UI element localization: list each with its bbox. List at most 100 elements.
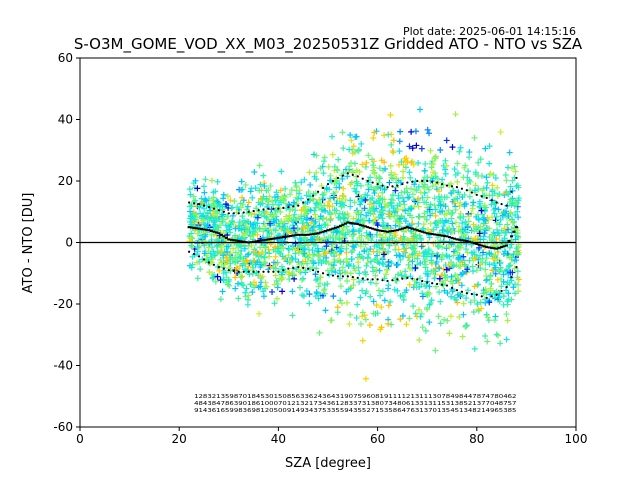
data-point [515, 197, 522, 204]
data-point [220, 277, 227, 284]
lower-spread-dot [510, 275, 513, 279]
upper-spread-dot [411, 180, 414, 183]
data-point [513, 248, 520, 255]
data-point [474, 282, 481, 289]
data-point [373, 219, 380, 226]
lower-spread-dot [282, 269, 285, 272]
data-point [257, 181, 264, 188]
data-point [480, 214, 487, 221]
data-point [457, 263, 464, 270]
data-point [343, 288, 350, 295]
data-point [454, 195, 461, 202]
data-point [454, 178, 461, 185]
data-point [238, 243, 245, 250]
data-point [364, 192, 371, 199]
data-point [399, 194, 406, 201]
data-point [337, 275, 344, 282]
data-point [450, 252, 457, 259]
data-point [302, 235, 309, 242]
data-point [489, 267, 496, 274]
data-point [468, 249, 475, 256]
data-point [486, 250, 493, 257]
data-point [317, 274, 324, 281]
data-point [318, 182, 325, 189]
lower-spread-dot [500, 289, 503, 293]
lower-spread-dot [361, 277, 364, 280]
data-point [426, 206, 433, 213]
data-point [367, 231, 374, 238]
data-point [363, 159, 370, 166]
data-point [232, 274, 239, 281]
data-point [402, 249, 409, 256]
data-point [208, 177, 215, 184]
data-point [250, 228, 257, 235]
data-point [281, 218, 288, 225]
data-point [352, 267, 359, 274]
data-point [345, 213, 352, 220]
data-point [292, 255, 299, 262]
data-point [491, 210, 498, 217]
data-point [187, 235, 194, 242]
data-point [257, 201, 264, 208]
lower-spread-dot [436, 282, 439, 286]
data-point [222, 269, 229, 276]
lower-spread-dot [237, 270, 240, 273]
data-point [263, 209, 270, 216]
upper-spread-dot [366, 179, 369, 183]
data-point [346, 146, 353, 153]
data-point [219, 248, 226, 255]
data-point [492, 205, 499, 212]
lower-spread-dot [277, 270, 280, 273]
data-point [381, 186, 388, 193]
data-point [204, 223, 211, 230]
data-point [400, 233, 407, 240]
data-point [359, 161, 366, 168]
data-point [340, 215, 347, 222]
upper-spread-dot [247, 210, 250, 213]
upper-spread-dot [495, 201, 498, 204]
data-point [407, 174, 414, 181]
data-point [325, 163, 332, 170]
data-point [406, 265, 413, 272]
data-point [386, 208, 393, 215]
data-point [277, 187, 284, 194]
data-point [420, 253, 427, 260]
lower-spread-dot [312, 269, 315, 272]
data-point [202, 196, 209, 203]
data-point [396, 148, 403, 155]
data-point [372, 272, 379, 279]
data-point [285, 252, 292, 259]
data-point [402, 164, 409, 171]
data-point [375, 214, 382, 221]
data-point [197, 266, 204, 273]
data-point [367, 258, 374, 265]
data-point [220, 238, 227, 245]
data-point [301, 176, 308, 183]
data-point [336, 230, 343, 237]
data-point [199, 236, 206, 243]
data-point [352, 188, 359, 195]
lower-spread-dot [470, 292, 473, 296]
data-point [416, 275, 423, 282]
data-point [358, 232, 365, 239]
data-point [304, 214, 311, 221]
y-tick-label: -40 [53, 359, 73, 373]
data-point [321, 250, 328, 257]
data-point [473, 267, 480, 274]
data-point [515, 288, 522, 295]
data-point [215, 224, 222, 231]
data-point [448, 190, 455, 197]
data-point [430, 169, 437, 176]
data-point [491, 289, 498, 296]
data-point [259, 249, 266, 256]
data-point [419, 290, 426, 297]
data-point [382, 165, 389, 172]
lower-spread-dot [351, 275, 354, 279]
data-point [444, 317, 451, 324]
data-point [426, 130, 433, 137]
data-point [235, 280, 242, 287]
data-point [456, 191, 463, 198]
data-point [506, 244, 513, 251]
data-point [229, 218, 236, 225]
